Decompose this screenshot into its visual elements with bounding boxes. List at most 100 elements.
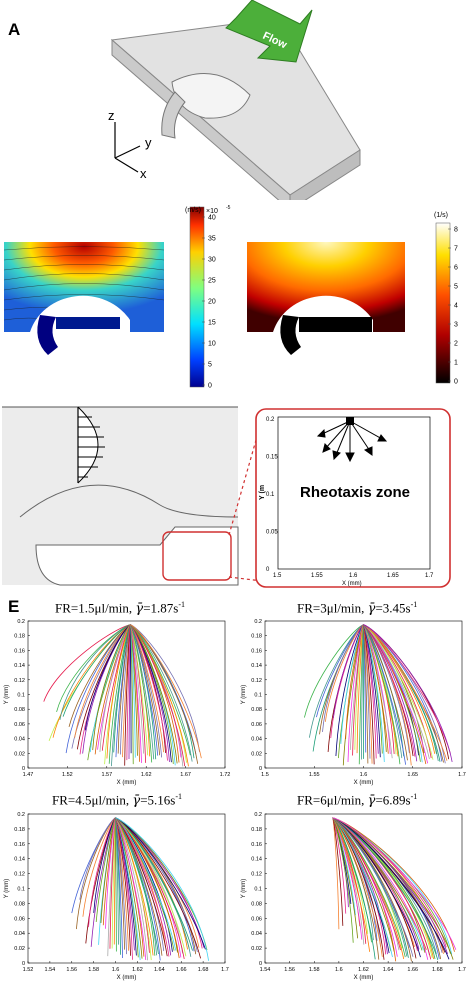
trajectory-line — [115, 817, 206, 950]
trajectory-line — [332, 817, 406, 958]
x-axis-label: X (mm) — [354, 975, 374, 981]
panel-d-schematic: 0.2 0.15 0.1 0.05 0 1.5 1.55 1.6 1.65 1.7 Y (m X… — [2, 406, 451, 588]
inset-x-tick: 1.7 — [425, 573, 434, 579]
panel-label-a: A — [8, 20, 21, 39]
x-tick-label: 1.58 — [88, 967, 99, 973]
colorbar-tick-label: 0 — [208, 383, 212, 390]
x-tick-label: 1.7 — [458, 772, 466, 778]
x-tick-label: 1.62 — [141, 772, 152, 778]
y-tick-label: 0.08 — [14, 901, 25, 907]
y-tick-label: 0.16 — [251, 842, 262, 848]
x-tick-label: 1.47 — [23, 772, 34, 778]
subplot-title-3: FR=4.5μl/min, γ̄=5.16s-1 — [52, 792, 182, 809]
x-tick-label: 1.65 — [407, 772, 418, 778]
trajectory-line — [115, 817, 159, 955]
trajectory-line — [332, 624, 364, 718]
velocity-profile — [77, 406, 99, 484]
x-tick-label: 1.5 — [261, 772, 269, 778]
trajectory-line — [363, 624, 407, 765]
shear-hook-inlet — [299, 317, 372, 332]
y-tick-label: 0.14 — [251, 663, 262, 669]
trajectory-line — [332, 817, 439, 961]
colorbar-tick-label: 20 — [208, 299, 216, 306]
colorbar-tick-label: 25 — [208, 278, 216, 285]
trajectory-line — [115, 817, 141, 961]
x-tick-label: 1.56 — [284, 967, 295, 973]
hook-inlet — [56, 317, 120, 329]
trajectory-line — [332, 817, 376, 960]
panel-label-e: E — [8, 597, 20, 616]
trajectory-line — [363, 624, 393, 759]
inset-y-tick: 0.15 — [266, 455, 278, 461]
inlet-channel — [35, 526, 239, 586]
x-tick-label: 1.62 — [358, 967, 369, 973]
chamber-cavity — [171, 73, 251, 119]
colorbar-tick-label: 4 — [454, 303, 458, 310]
swim-direction-arrows — [316, 420, 388, 463]
x-tick-label: 1.6 — [112, 967, 120, 973]
trajectory-line — [115, 817, 209, 961]
y-tick-label: 0.06 — [14, 722, 25, 728]
x-axis-label: X (mm) — [117, 975, 137, 981]
trajectory-line — [130, 624, 193, 762]
y-tick-label: 0.02 — [14, 946, 25, 952]
y-tick-label: 0.18 — [14, 634, 25, 640]
trajectory-line — [84, 624, 131, 731]
trajectory-line — [130, 624, 178, 764]
y-tick-label: 0.06 — [251, 722, 262, 728]
trajectory-line — [363, 624, 408, 761]
trajectory-line — [115, 817, 193, 951]
trajectory-line — [115, 817, 154, 956]
colorbar-tick-label: 30 — [208, 257, 216, 264]
colorbar-tick-label: 0 — [454, 379, 458, 386]
trajectory-line — [332, 817, 393, 958]
colorbar-tick-label: 35 — [208, 236, 216, 243]
trajectory-group — [43, 624, 202, 767]
trajectory-plot-3: 0 0.02 0.04 0.06 0.08 0.1 0.12 0.14 0.16 0.18 0.2 1… — [4, 812, 229, 981]
y-axis-label: Y (mm) — [4, 685, 10, 705]
trajectory-line — [332, 817, 371, 952]
trajectory-line — [115, 817, 170, 957]
y-tick-label: 0.16 — [14, 648, 25, 654]
y-tick-label: 0.04 — [251, 931, 262, 937]
y-tick-label: 0.12 — [14, 872, 25, 878]
subplot-title-4: FR=6μl/min, γ̄=6.89s-1 — [297, 792, 418, 809]
trajectory-line — [332, 817, 354, 943]
streamlines — [3, 246, 165, 324]
y-tick-label: 0.18 — [251, 634, 262, 640]
x-tick-label: 1.67 — [180, 772, 191, 778]
colorbar-tick-label: 6 — [454, 265, 458, 272]
axes-triad — [114, 122, 141, 173]
x-tick-label: 1.57 — [101, 772, 112, 778]
panel-b-velocity-map: (m/s) ×10 -5 40 35 30 25 20 15 10 5 0 — [3, 205, 231, 390]
y-tick-label: 0.14 — [14, 663, 25, 669]
y-tick-label: 0 — [259, 961, 262, 967]
trajectory-plot-4: 0 0.02 0.04 0.06 0.08 0.1 0.12 0.14 0.16 0.18 0.2 1… — [241, 812, 466, 981]
trajectory-plot-2: 0 0.02 0.04 0.06 0.08 0.1 0.12 0.14 0.16 0.18 0.2 1… — [241, 619, 466, 786]
trajectory-line — [130, 624, 202, 759]
trajectory-line — [332, 817, 344, 926]
inset-x-label: X (mm) — [342, 581, 362, 587]
trajectory-group — [304, 624, 453, 766]
y-tick-label: 0.08 — [251, 707, 262, 713]
y-tick-label: 0.12 — [251, 678, 262, 684]
trajectory-plot-1: 0 0.02 0.04 0.06 0.08 0.1 0.12 0.14 0.16 0.18 0.2 1… — [4, 619, 230, 786]
shear-ticks: 8 7 6 5 4 3 2 1 0 — [448, 227, 458, 386]
y-tick-label: 0.1 — [254, 693, 262, 699]
trajectory-line — [304, 624, 364, 718]
y-tick-label: 0.16 — [14, 842, 25, 848]
trajectory-line — [363, 624, 385, 763]
trajectory-group — [332, 817, 457, 962]
velocity-ticks: 40 35 30 25 20 15 10 5 0 — [202, 215, 216, 390]
trajectory-line — [62, 624, 131, 717]
velocity-unit: (m/s) — [185, 207, 201, 214]
inset-x-tick: 1.6 — [349, 573, 358, 579]
shear-colorbar — [435, 222, 451, 384]
panel-c-shear-map: (1/s) 8 7 6 5 4 3 2 1 0 — [247, 212, 458, 386]
slab-side-face — [111, 38, 291, 200]
x-axis-label: X (mm) — [354, 780, 374, 786]
x-tick-label: 1.56 — [66, 967, 77, 973]
trajectory-group — [71, 817, 209, 961]
axis-x-label: x — [140, 166, 147, 181]
colorbar-tick-label: 5 — [454, 284, 458, 291]
